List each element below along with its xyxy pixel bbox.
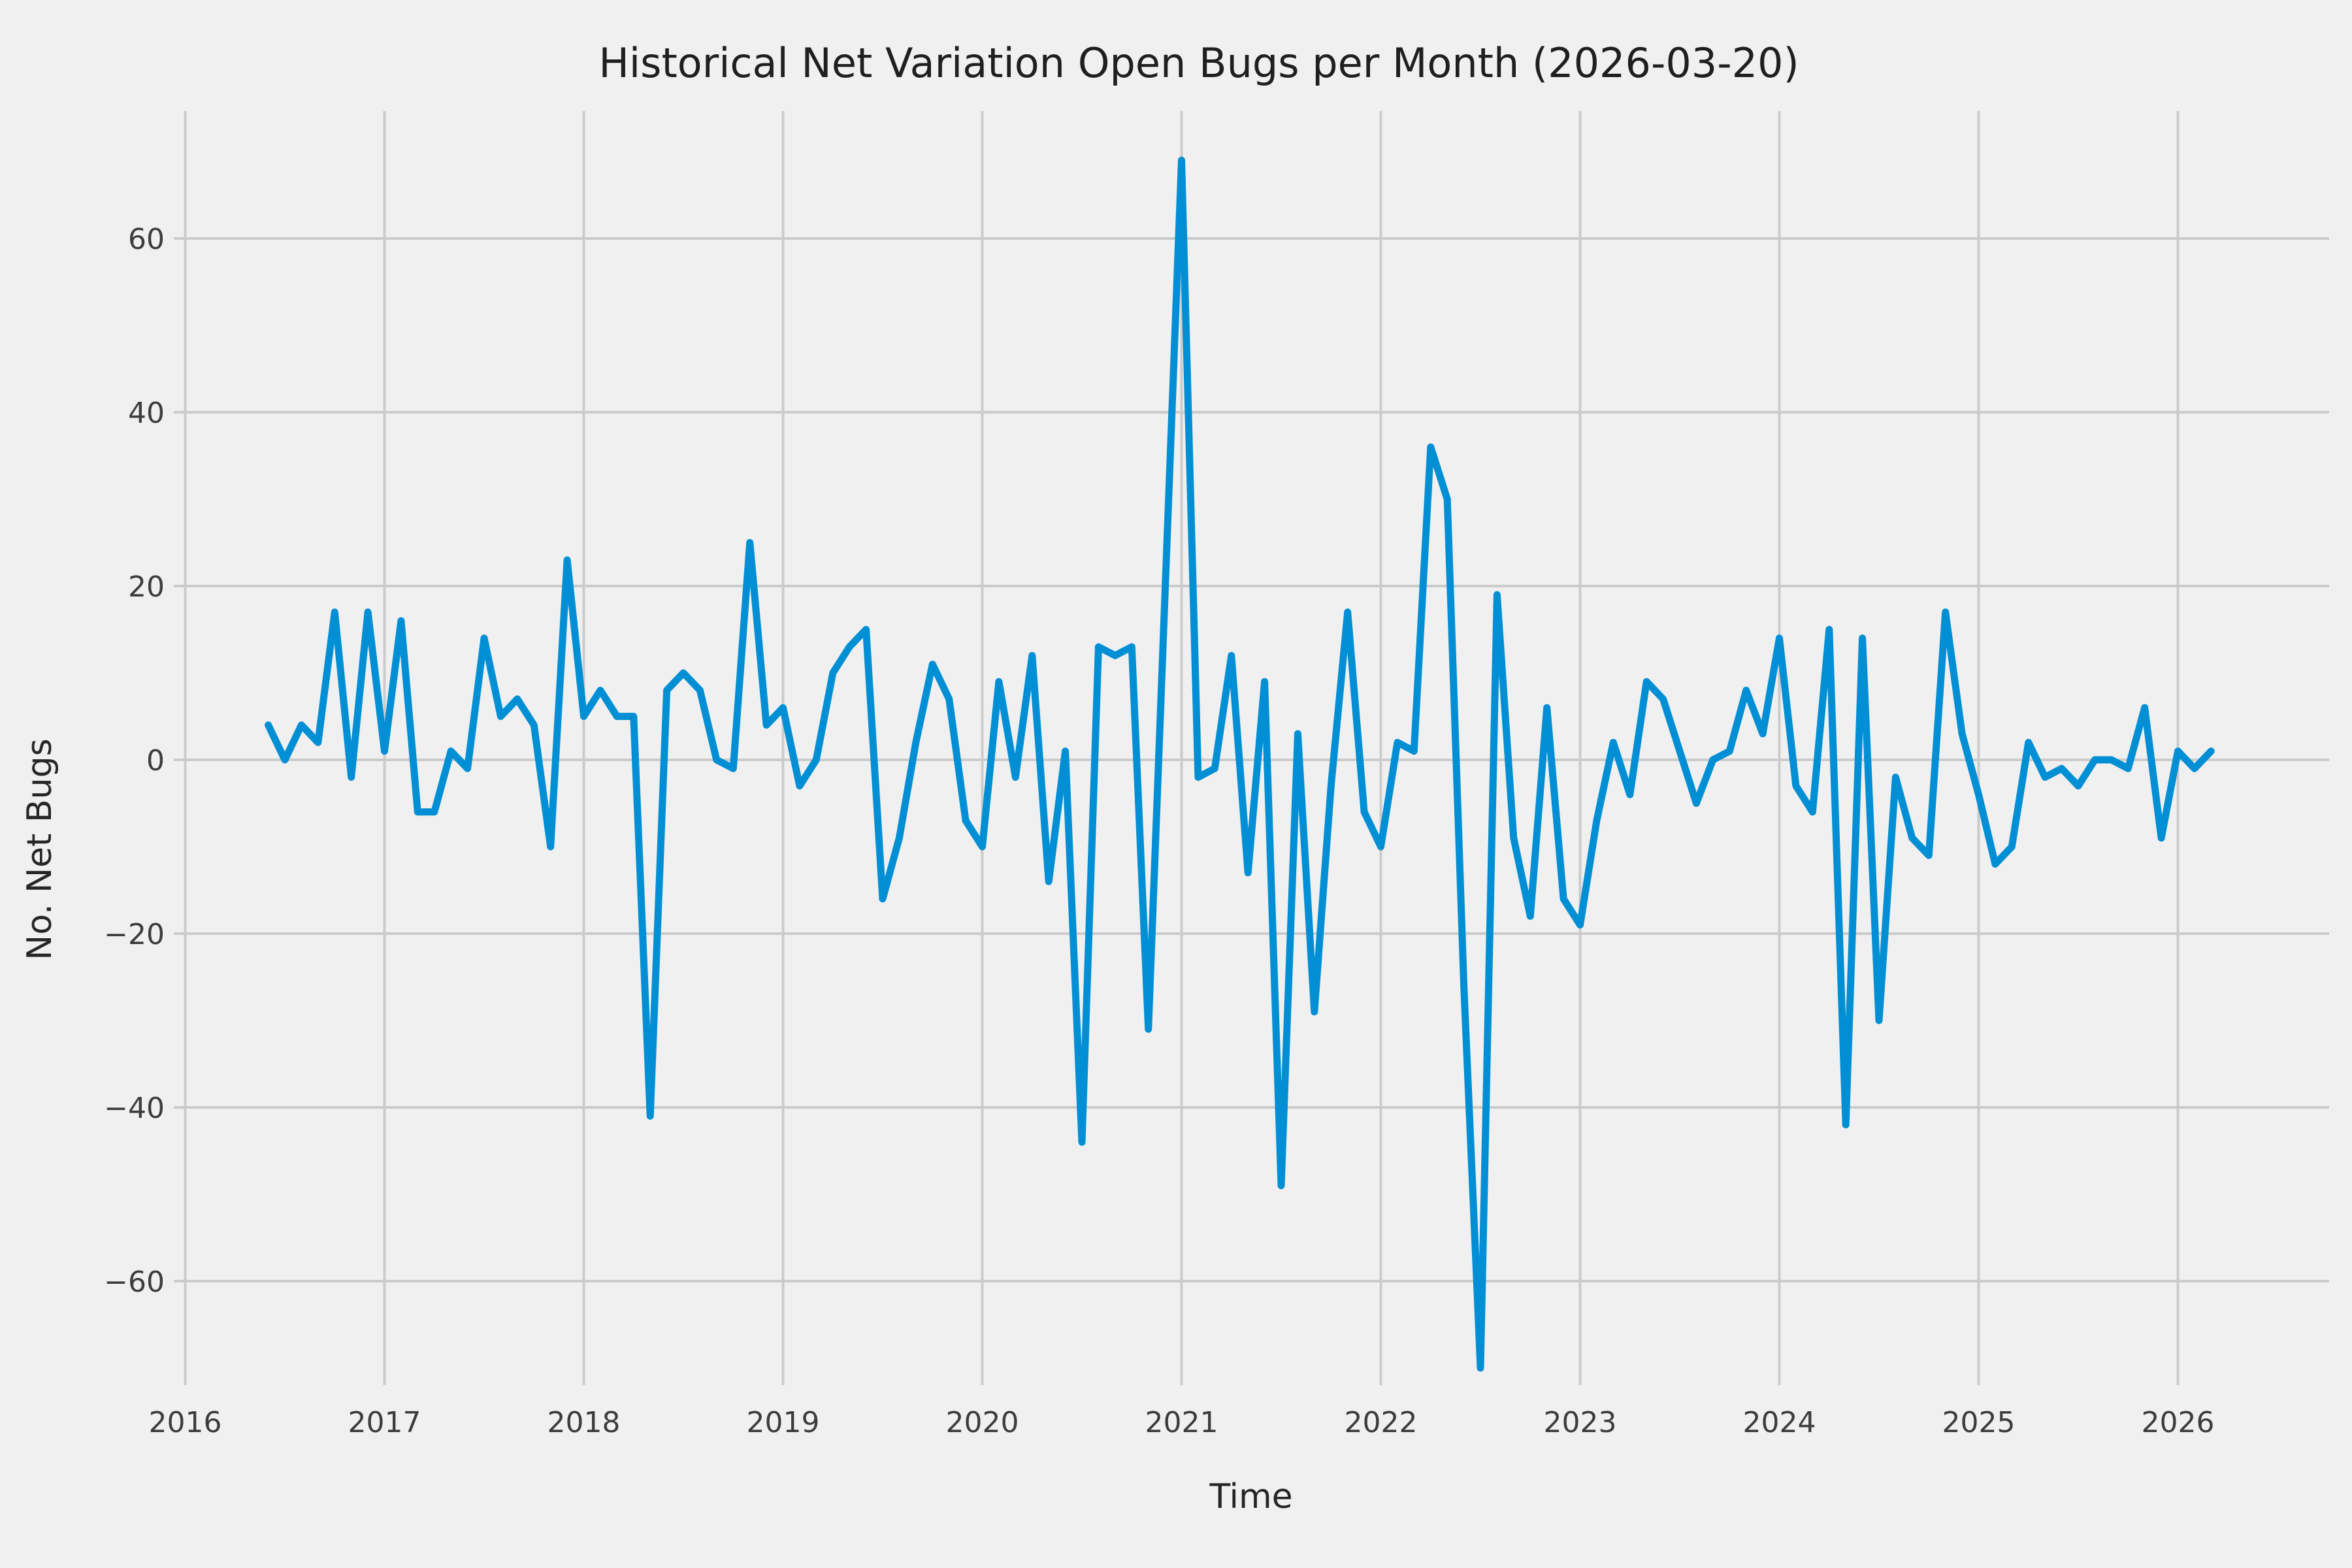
y-tick--60: −60 — [104, 1266, 165, 1299]
x-tick-2021: 2021 — [1145, 1406, 1218, 1439]
x-tick-2019: 2019 — [747, 1406, 820, 1439]
y-tick-20: 20 — [128, 570, 165, 604]
y-tick-60: 60 — [128, 223, 165, 256]
horizontal-gridlines — [174, 237, 2329, 1282]
y-tick-labels: −60 −40 −20 0 20 40 60 — [104, 223, 165, 1299]
y-tick-0: 0 — [146, 744, 165, 777]
x-tick-2026: 2026 — [2142, 1406, 2215, 1439]
chart-title: Historical Net Variation Open Bugs per M… — [598, 39, 1799, 87]
x-tick-2017: 2017 — [348, 1406, 421, 1439]
x-tick-2022: 2022 — [1345, 1406, 1418, 1439]
x-tick-labels: 2016 2017 2018 2019 2020 2021 2022 2023 2024 2025… — [149, 1406, 2215, 1439]
x-tick-2025: 2025 — [1942, 1406, 2016, 1439]
data-series — [265, 156, 2215, 1372]
x-tick-2020: 2020 — [946, 1406, 1019, 1439]
y-tick-40: 40 — [128, 397, 165, 430]
vertical-gridlines — [184, 111, 2180, 1385]
y-tick--40: −40 — [104, 1092, 165, 1125]
x-tick-2016: 2016 — [149, 1406, 222, 1439]
x-tick-2024: 2024 — [1743, 1406, 1816, 1439]
y-tick--20: −20 — [104, 918, 165, 951]
x-axis-label: Time — [1209, 1477, 1292, 1516]
x-tick-2018: 2018 — [547, 1406, 621, 1439]
x-tick-2023: 2023 — [1544, 1406, 1617, 1439]
y-axis-label: No. Net Bugs — [20, 738, 59, 960]
net-bugs-line — [265, 156, 2215, 1372]
